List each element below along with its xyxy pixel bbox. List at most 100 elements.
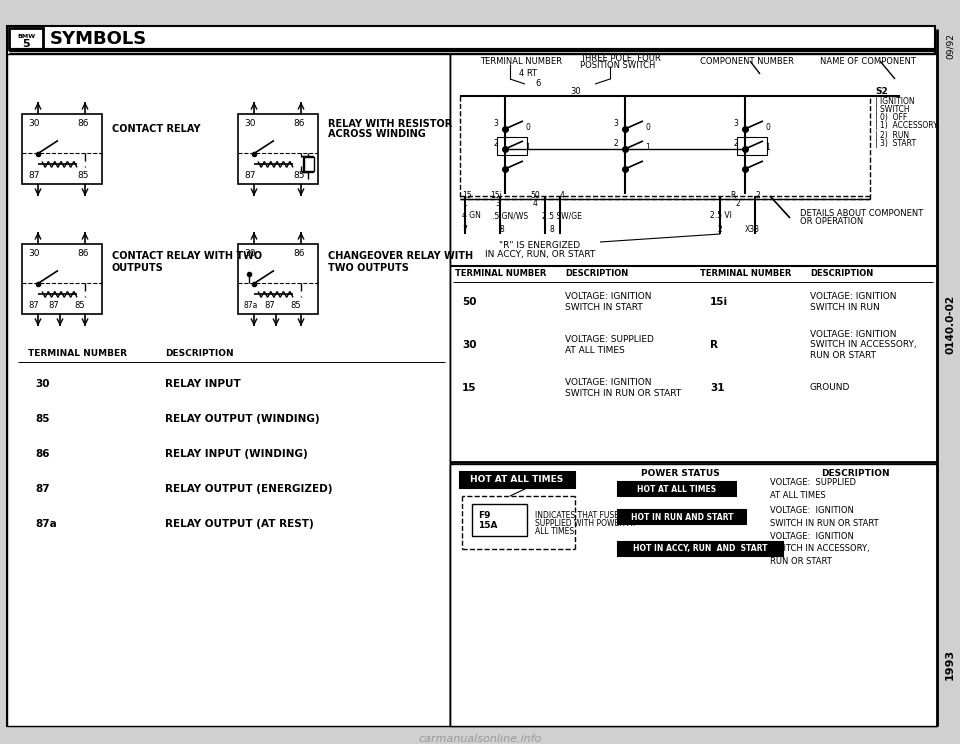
Text: TWO OUTPUTS: TWO OUTPUTS — [328, 263, 409, 273]
Bar — [238, 244, 318, 314]
Text: 4: 4 — [533, 199, 538, 208]
Text: 87: 87 — [244, 170, 255, 179]
Text: R: R — [710, 340, 718, 350]
Bar — [22, 244, 102, 314]
Text: VOLTAGE:  IGNITION
SWITCH IN RUN OR START: VOLTAGE: IGNITION SWITCH IN RUN OR START — [770, 506, 878, 527]
Text: RELAY WITH RESISTOR: RELAY WITH RESISTOR — [328, 119, 452, 129]
Text: 87: 87 — [28, 170, 39, 179]
Text: "R" IS ENERGIZED: "R" IS ENERGIZED — [499, 242, 581, 251]
Text: 2: 2 — [613, 139, 617, 149]
Text: POWER STATUS: POWER STATUS — [640, 469, 719, 478]
Text: 1: 1 — [462, 199, 467, 208]
Text: 1: 1 — [645, 144, 650, 153]
Text: DESCRIPTION: DESCRIPTION — [821, 469, 889, 478]
Text: 3: 3 — [613, 120, 618, 129]
Text: 1: 1 — [765, 144, 770, 153]
Text: 8: 8 — [550, 225, 555, 234]
Text: 87: 87 — [28, 301, 38, 310]
Text: 30: 30 — [28, 118, 39, 127]
Text: RELAY INPUT (WINDING): RELAY INPUT (WINDING) — [165, 449, 308, 459]
Text: TERMINAL NUMBER: TERMINAL NUMBER — [480, 57, 562, 65]
Text: 2: 2 — [733, 139, 737, 149]
Text: 30: 30 — [570, 88, 581, 97]
Text: 87a: 87a — [35, 519, 57, 529]
Text: OUTPUTS: OUTPUTS — [112, 263, 164, 273]
Text: HOT IN RUN AND START: HOT IN RUN AND START — [631, 513, 733, 522]
Text: COMPONENT NUMBER: COMPONENT NUMBER — [700, 57, 794, 65]
Text: TERMINAL NUMBER: TERMINAL NUMBER — [700, 269, 791, 278]
Text: VOLTAGE: IGNITION
SWITCH IN ACCESSORY,
RUN OR START: VOLTAGE: IGNITION SWITCH IN ACCESSORY, R… — [810, 330, 917, 360]
Bar — [9, 28, 43, 49]
Text: 85: 85 — [293, 170, 304, 179]
Text: 30: 30 — [28, 248, 39, 257]
Text: HOT AT ALL TIMES: HOT AT ALL TIMES — [637, 484, 716, 493]
Text: 4 RT: 4 RT — [519, 69, 538, 79]
Text: VOLTAGE: SUPPLIED
AT ALL TIMES: VOLTAGE: SUPPLIED AT ALL TIMES — [565, 336, 654, 355]
Text: | 1)  ACCESSORY: | 1) ACCESSORY — [875, 121, 938, 130]
Text: 2: 2 — [718, 225, 723, 234]
Text: 30: 30 — [244, 248, 255, 257]
Text: 5: 5 — [22, 39, 30, 49]
Text: 2.5 SW/GE: 2.5 SW/GE — [542, 211, 582, 220]
Bar — [460, 472, 575, 488]
Bar — [450, 54, 937, 726]
Text: 09/92: 09/92 — [946, 33, 954, 59]
Text: | SWITCH: | SWITCH — [875, 104, 910, 114]
Text: 0140.0-02: 0140.0-02 — [945, 295, 955, 353]
Text: 86: 86 — [77, 248, 88, 257]
Text: 87a: 87a — [244, 301, 258, 310]
Text: F9: F9 — [478, 512, 491, 521]
Text: 86: 86 — [77, 118, 88, 127]
Text: 85: 85 — [77, 170, 88, 179]
Text: BMW: BMW — [17, 33, 36, 39]
Text: 2.5 VI: 2.5 VI — [710, 211, 732, 220]
Text: RELAY OUTPUT (AT REST): RELAY OUTPUT (AT REST) — [165, 519, 314, 529]
Text: 85: 85 — [35, 414, 50, 424]
Text: SUPPLIED WITH POWER AT: SUPPLIED WITH POWER AT — [535, 519, 636, 528]
Text: RELAY INPUT: RELAY INPUT — [165, 379, 241, 389]
Text: GROUND: GROUND — [810, 383, 851, 393]
Text: 0: 0 — [765, 124, 770, 132]
Text: HOT IN ACCY, RUN  AND  START: HOT IN ACCY, RUN AND START — [633, 545, 767, 554]
Bar — [497, 137, 527, 155]
Text: 31: 31 — [710, 383, 725, 393]
Text: 4 GN: 4 GN — [462, 211, 481, 220]
Text: VOLTAGE:  IGNITION
SWITCH IN ACCESSORY,
RUN OR START: VOLTAGE: IGNITION SWITCH IN ACCESSORY, R… — [770, 532, 870, 566]
Text: CONTACT RELAY WITH TWO: CONTACT RELAY WITH TWO — [112, 251, 262, 261]
Text: 15: 15 — [462, 190, 471, 199]
Bar — [472, 504, 527, 536]
Text: 3: 3 — [495, 199, 500, 208]
Bar — [450, 464, 937, 726]
Bar — [737, 137, 767, 155]
Text: RELAY OUTPUT (WINDING): RELAY OUTPUT (WINDING) — [165, 414, 320, 424]
Bar — [238, 114, 318, 184]
Bar — [303, 156, 313, 173]
Text: 3: 3 — [493, 120, 498, 129]
Text: CHANGEOVER RELAY WITH: CHANGEOVER RELAY WITH — [328, 251, 473, 261]
Text: 86: 86 — [293, 248, 304, 257]
Text: 4: 4 — [560, 190, 564, 199]
Text: IN ACCY, RUN, OR START: IN ACCY, RUN, OR START — [485, 249, 595, 258]
Text: CONTACT RELAY: CONTACT RELAY — [112, 124, 201, 134]
Text: VOLTAGE: IGNITION
SWITCH IN RUN: VOLTAGE: IGNITION SWITCH IN RUN — [810, 292, 897, 312]
Text: 2: 2 — [735, 199, 740, 208]
Text: POSITION SWITCH: POSITION SWITCH — [580, 60, 656, 69]
Text: DESCRIPTION: DESCRIPTION — [165, 350, 233, 359]
Text: HOT AT ALL TIMES: HOT AT ALL TIMES — [470, 475, 564, 484]
Text: 0: 0 — [525, 124, 530, 132]
Text: 86: 86 — [35, 449, 50, 459]
Text: 2: 2 — [493, 139, 497, 149]
Text: NAME OF COMPONENT: NAME OF COMPONENT — [820, 57, 916, 65]
Bar — [618, 542, 783, 556]
Text: 87: 87 — [48, 301, 59, 310]
Bar — [618, 510, 746, 524]
Text: 85: 85 — [74, 301, 84, 310]
Text: | IGNITION: | IGNITION — [875, 97, 915, 106]
Text: THREE POLE, FOUR: THREE POLE, FOUR — [580, 54, 660, 62]
Text: 0: 0 — [645, 124, 650, 132]
Bar — [618, 482, 736, 496]
Text: 85: 85 — [290, 301, 300, 310]
Text: 30: 30 — [462, 340, 476, 350]
Text: VOLTAGE: IGNITION
SWITCH IN RUN OR START: VOLTAGE: IGNITION SWITCH IN RUN OR START — [565, 378, 682, 398]
Text: 15: 15 — [462, 383, 476, 393]
